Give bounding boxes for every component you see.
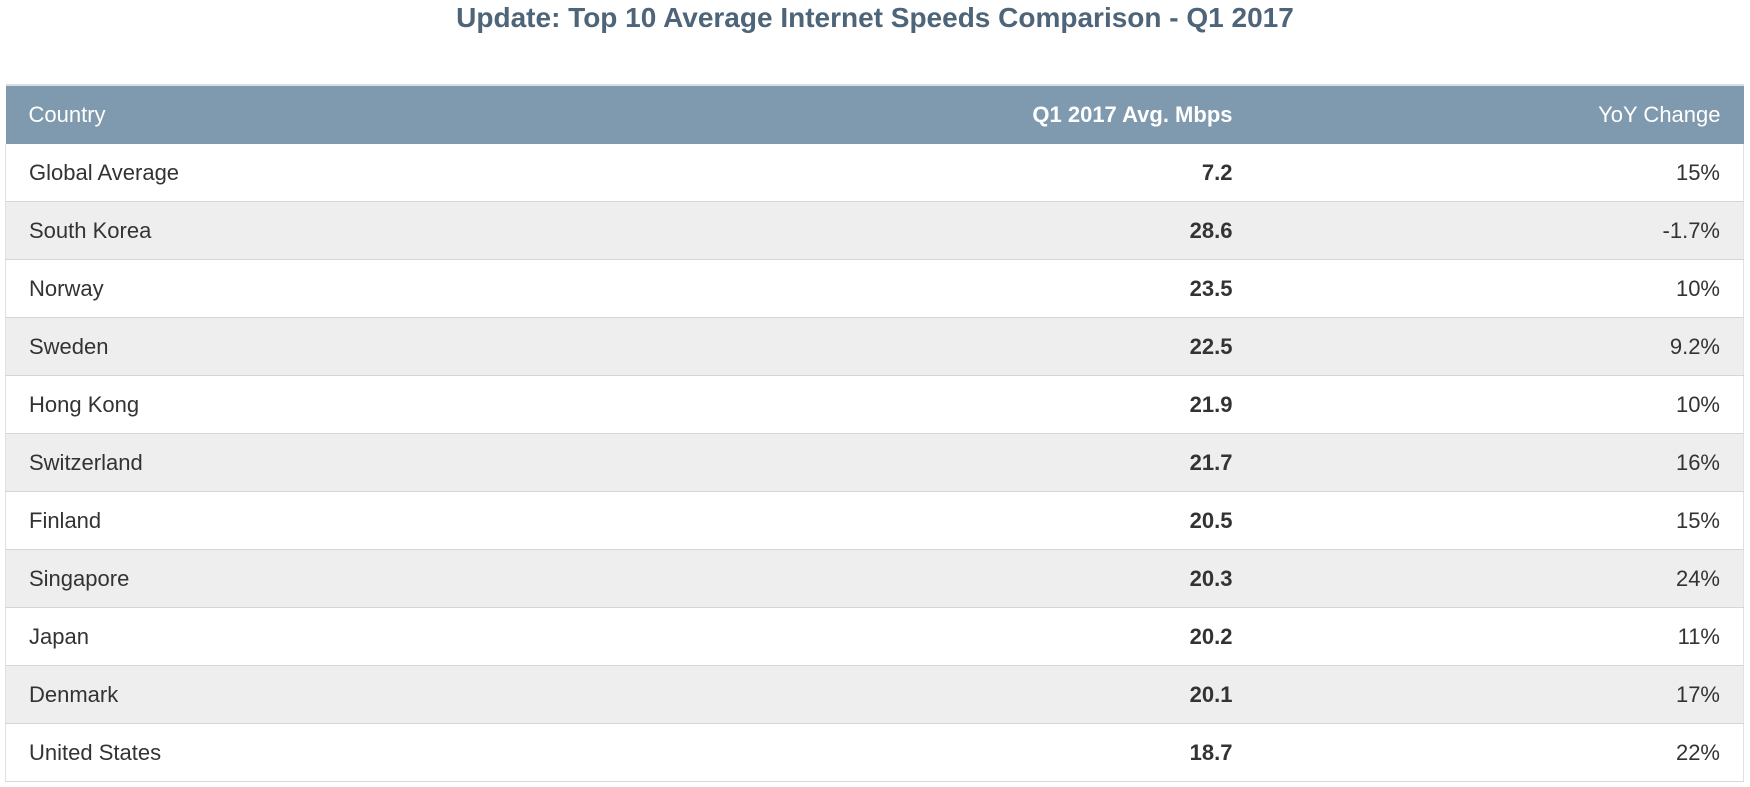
country-cell: Switzerland bbox=[5, 433, 686, 492]
table-header-row: Country Q1 2017 Avg. Mbps YoY Change bbox=[5, 84, 1744, 144]
column-header-yoy-change: YoY Change bbox=[1255, 84, 1744, 144]
table-row: United States 18.7 22% bbox=[5, 723, 1744, 782]
country-cell: Global Average bbox=[5, 144, 686, 202]
country-cell: Hong Kong bbox=[5, 375, 686, 434]
country-cell: South Korea bbox=[5, 201, 686, 260]
country-cell: Singapore bbox=[5, 549, 686, 608]
yoy-change-cell: 11% bbox=[1255, 607, 1744, 666]
table-row: Switzerland 21.7 16% bbox=[5, 433, 1744, 492]
table-row: Hong Kong 21.9 10% bbox=[5, 375, 1744, 434]
country-cell: Finland bbox=[5, 491, 686, 550]
country-cell: United States bbox=[5, 723, 686, 782]
yoy-change-cell: -1.7% bbox=[1255, 201, 1744, 260]
mbps-cell: 23.5 bbox=[685, 259, 1256, 318]
yoy-change-cell: 10% bbox=[1255, 375, 1744, 434]
mbps-cell: 21.7 bbox=[685, 433, 1256, 492]
yoy-change-cell: 9.2% bbox=[1255, 317, 1744, 376]
mbps-cell: 20.3 bbox=[685, 549, 1256, 608]
yoy-change-cell: 15% bbox=[1255, 144, 1744, 202]
table-row: Japan 20.2 11% bbox=[5, 607, 1744, 666]
mbps-cell: 20.2 bbox=[685, 607, 1256, 666]
mbps-cell: 21.9 bbox=[685, 375, 1256, 434]
table-row: Singapore 20.3 24% bbox=[5, 549, 1744, 608]
page-title: Update: Top 10 Average Internet Speeds C… bbox=[456, 2, 1294, 33]
column-header-mbps: Q1 2017 Avg. Mbps bbox=[685, 84, 1256, 144]
yoy-change-cell: 16% bbox=[1255, 433, 1744, 492]
table-row: South Korea 28.6 -1.7% bbox=[5, 201, 1744, 260]
table-row: Finland 20.5 15% bbox=[5, 491, 1744, 550]
table-row: Sweden 22.5 9.2% bbox=[5, 317, 1744, 376]
yoy-change-cell: 10% bbox=[1255, 259, 1744, 318]
mbps-cell: 28.6 bbox=[685, 201, 1256, 260]
table-row: Denmark 20.1 17% bbox=[5, 665, 1744, 724]
country-cell: Sweden bbox=[5, 317, 686, 376]
country-cell: Norway bbox=[5, 259, 686, 318]
country-cell: Denmark bbox=[5, 665, 686, 724]
table-row: Global Average 7.2 15% bbox=[5, 144, 1744, 202]
table-body: Global Average 7.2 15% South Korea 28.6 -1.7%… bbox=[5, 144, 1744, 782]
table-row: Norway 23.5 10% bbox=[5, 259, 1744, 318]
internet-speeds-table: Country Q1 2017 Avg. Mbps YoY Change Glo… bbox=[5, 84, 1744, 782]
yoy-change-cell: 15% bbox=[1255, 491, 1744, 550]
mbps-cell: 20.1 bbox=[685, 665, 1256, 724]
yoy-change-cell: 24% bbox=[1255, 549, 1744, 608]
mbps-cell: 18.7 bbox=[685, 723, 1256, 782]
yoy-change-cell: 17% bbox=[1255, 665, 1744, 724]
yoy-change-cell: 22% bbox=[1255, 723, 1744, 782]
mbps-cell: 7.2 bbox=[685, 144, 1256, 202]
mbps-cell: 20.5 bbox=[685, 491, 1256, 550]
column-header-country: Country bbox=[5, 84, 686, 144]
mbps-cell: 22.5 bbox=[685, 317, 1256, 376]
country-cell: Japan bbox=[5, 607, 686, 666]
